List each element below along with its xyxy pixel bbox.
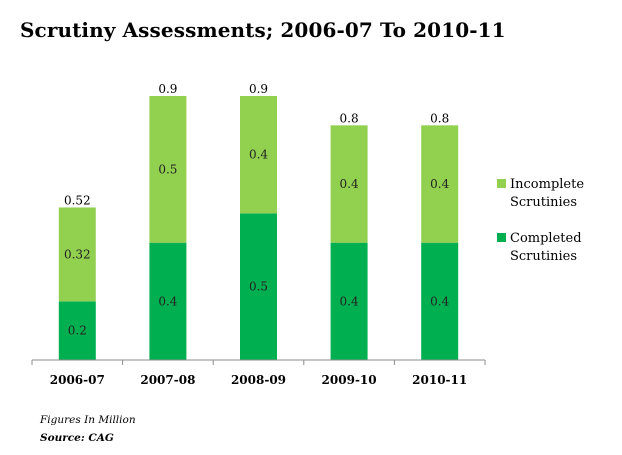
chart-title: Scrutiny Assessments; 2006-07 To 2010-11 bbox=[20, 18, 506, 42]
data-label: 0.4 bbox=[340, 177, 359, 191]
total-label: 0.8 bbox=[340, 111, 359, 125]
data-label: 0.4 bbox=[249, 148, 268, 162]
bar-segment-incomplete bbox=[421, 125, 459, 243]
data-label: 0.5 bbox=[158, 162, 177, 176]
data-label: 0.4 bbox=[340, 294, 359, 308]
data-label: 0.4 bbox=[430, 294, 449, 308]
x-axis: 2006-07 2007-08 2008-09 2009-10 2010-11 bbox=[31, 359, 486, 387]
bar-segment-incomplete bbox=[149, 96, 187, 243]
legend: Incomplete Scrutinies Completed Scrutinies bbox=[497, 177, 584, 264]
bar-segment-completed bbox=[421, 242, 459, 360]
x-tick-label: 2010-11 bbox=[412, 373, 467, 387]
total-label: 0.8 bbox=[430, 111, 449, 125]
total-label: 0.9 bbox=[158, 82, 177, 96]
total-label: 0.9 bbox=[249, 82, 268, 96]
legend-swatch-incomplete bbox=[497, 179, 506, 188]
bar-segment-incomplete bbox=[58, 207, 96, 302]
data-label: 0.5 bbox=[249, 280, 268, 294]
legend-label-completed: Completed Scrutinies bbox=[510, 231, 582, 264]
data-label: 0.2 bbox=[68, 324, 87, 338]
x-tick-label: 2008-09 bbox=[231, 373, 286, 387]
total-label: 0.52 bbox=[64, 193, 91, 207]
footnote: Figures In Million bbox=[40, 414, 136, 426]
bar-segment-incomplete bbox=[330, 125, 368, 243]
data-label: 0.4 bbox=[430, 177, 449, 191]
bar-segment-incomplete bbox=[240, 96, 277, 214]
bar-segment-completed bbox=[149, 242, 187, 360]
bar-segment-completed bbox=[330, 242, 368, 360]
x-tick-label: 2009-10 bbox=[322, 373, 377, 387]
data-label: 0.32 bbox=[64, 247, 91, 261]
legend-swatch-completed bbox=[497, 233, 506, 242]
source-note: Source: CAG bbox=[40, 432, 114, 444]
bars-layer: 0.2 0.32 0.52 0.4 0.5 0.9 0.5 0.4 0.9 0.4 0.4 0.8 0.… bbox=[58, 82, 459, 360]
bar-segment-completed bbox=[58, 301, 96, 360]
data-label: 0.4 bbox=[158, 294, 177, 308]
x-tick-label: 2007-08 bbox=[140, 373, 195, 387]
legend-label-incomplete: Incomplete Scrutinies bbox=[510, 177, 584, 210]
bar-segment-completed bbox=[240, 213, 277, 360]
x-tick-label: 2006-07 bbox=[50, 373, 105, 387]
